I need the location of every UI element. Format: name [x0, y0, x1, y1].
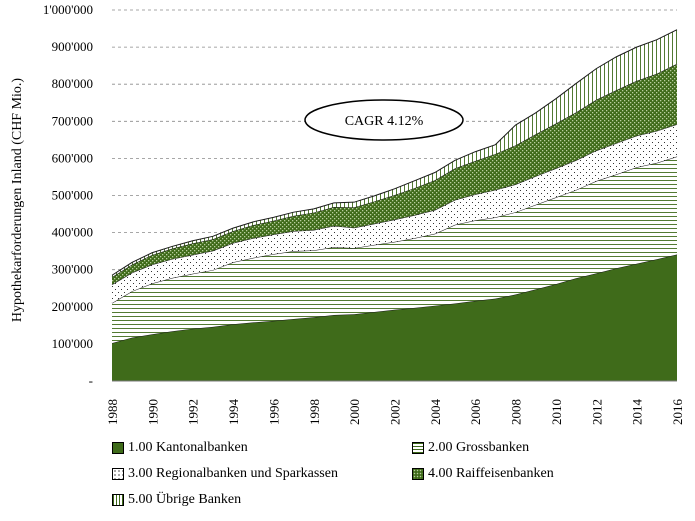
x-tick-label: 2000: [347, 399, 362, 425]
legend-item: 2.00 Grossbanken: [412, 440, 529, 456]
cagr-ellipse: [304, 99, 464, 141]
cagr-label: CAGR 4.12%: [345, 114, 424, 129]
legend-item: 5.00 Übrige Banken: [112, 492, 241, 508]
legend-label: 4.00 Raiffeisenbanken: [428, 466, 554, 481]
y-tick-label: 800'000: [52, 76, 93, 91]
x-tick-label: 2012: [589, 399, 604, 425]
area-series: [111, 29, 678, 381]
x-tick-label: 1994: [226, 399, 241, 426]
x-tick-label: 1988: [105, 399, 120, 425]
x-tick-label: 1996: [266, 399, 281, 426]
y-tick-label: 600'000: [52, 150, 93, 165]
area-series-4: [112, 63, 677, 285]
y-tick-label: 700'000: [52, 113, 93, 128]
legend-swatch: [112, 494, 124, 506]
legend-swatch: [112, 442, 124, 454]
legend-swatch: [112, 468, 124, 480]
y-tick-label: 500'000: [52, 188, 93, 203]
y-tick-label: 400'000: [52, 225, 93, 240]
area-series-1: [112, 254, 677, 381]
x-tick-label: 1992: [186, 399, 201, 425]
y-tick-label: 900'000: [52, 39, 93, 54]
legend-swatch: [412, 442, 424, 454]
legend-item: 1.00 Kantonalbanken: [112, 440, 248, 456]
x-tick-label: 1990: [145, 399, 160, 425]
y-tick-label: -: [89, 373, 93, 388]
x-tick-label: 1998: [307, 399, 322, 425]
y-tick-label: 100'000: [52, 336, 93, 351]
y-tick-label: 300'000: [52, 262, 93, 277]
legend-swatch: [412, 468, 424, 480]
legend-item: 3.00 Regionalbanken und Sparkassen: [112, 466, 338, 482]
y-tick-label: 200'000: [52, 299, 93, 314]
legend-item: 4.00 Raiffeisenbanken: [412, 466, 554, 482]
x-tick-label: 2004: [428, 399, 443, 426]
area-series-2: [112, 156, 677, 344]
y-tick-label: 1'000'000: [43, 2, 93, 17]
x-tick-label: 2016: [670, 399, 685, 426]
legend-label: 1.00 Kantonalbanken: [128, 440, 248, 455]
series-boundary-line: [111, 29, 678, 276]
x-tick-label: 2008: [509, 399, 524, 425]
legend-label: 5.00 Übrige Banken: [128, 492, 242, 507]
x-tick-label: 2006: [468, 399, 483, 426]
x-tick-label: 2014: [630, 399, 645, 426]
axes: - 100'000 200'000 300'000 400'000 500'000 600'…: [43, 2, 685, 425]
x-tick-label: 2010: [549, 399, 564, 425]
legend-label: 3.00 Regionalbanken und Sparkassen: [128, 466, 338, 481]
y-axis-title: Hypothekarforderungen Inland (CHF Mio.): [10, 78, 25, 323]
x-tick-label: 2002: [388, 399, 403, 425]
annotation: CAGR 4.12%: [304, 99, 464, 141]
legend-label: 2.00 Grossbanken: [428, 440, 530, 455]
